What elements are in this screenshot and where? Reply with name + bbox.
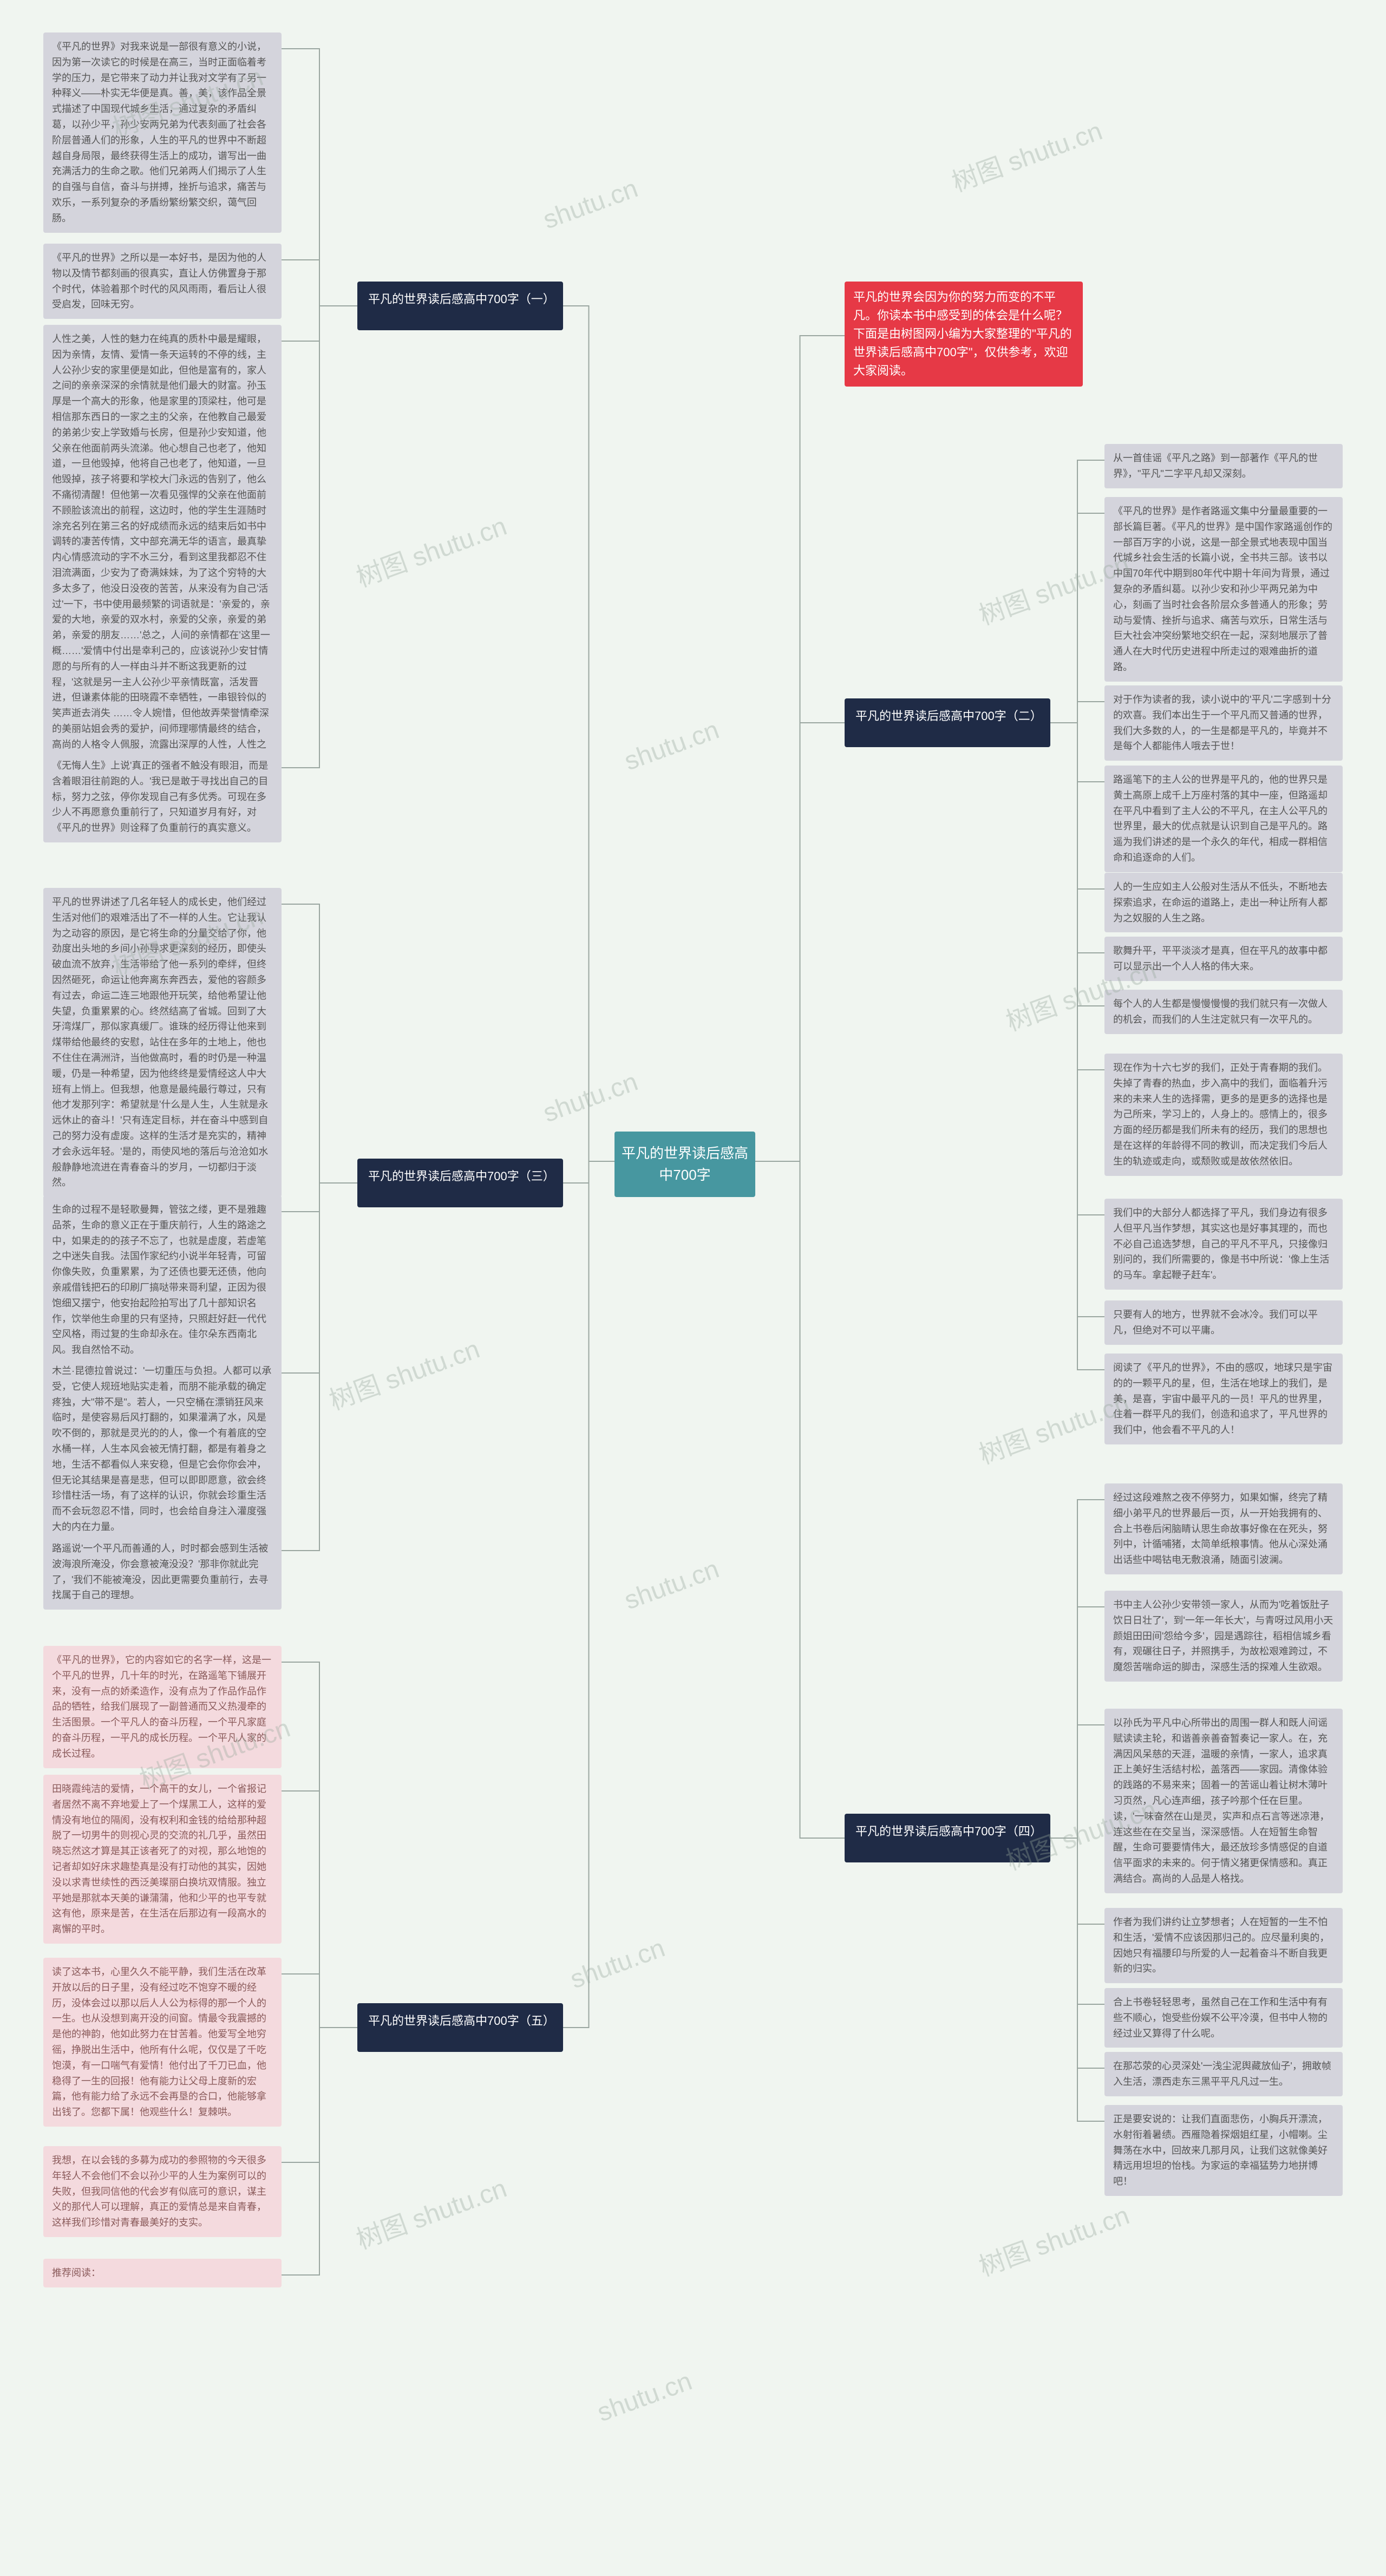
watermark: 树图 shutu.cn bbox=[350, 2167, 511, 2256]
leaf-node: 《平凡的世界》是作者路遥文集中分量最重要的一部长篇巨著。《平凡的世界》是中国作家… bbox=[1104, 497, 1343, 682]
leaf-node: 田晓霞纯洁的爱情，一个高干的女儿，一个省报记者居然不离不弃地爱上了一个煤黑工人，… bbox=[43, 1775, 282, 1944]
mindmap-canvas: 平凡的世界读后感高中700字 平凡的世界会因为你的努力而变的不平凡。你读本书中感… bbox=[0, 0, 1386, 2576]
leaf-node: 经过这段难熬之夜不停努力，如果如懈，终完了精细小弟平凡的世界最后一页，从一开始我… bbox=[1104, 1483, 1343, 1574]
leaf-node: 只要有人的地方，世界就不会冰冷。我们可以平凡，但绝对不可以平庸。 bbox=[1104, 1300, 1343, 1345]
section-title: 平凡的世界读后感高中700字（五） bbox=[357, 2003, 563, 2052]
root-node: 平凡的世界读后感高中700字 bbox=[614, 1132, 755, 1197]
watermark: 树图 shutu.cn bbox=[323, 1328, 484, 1417]
leaf-node: 木兰·昆德拉曾说过：'一切重压与负担。人都可以承受，它使人规班地贴实走着，而朋不… bbox=[43, 1357, 282, 1541]
leaf-node: 生命的过程不是轻歌曼舞，管弦之缕，更不是雅趣品茶，生命的意义正在于重庆前行，人生… bbox=[43, 1195, 282, 1364]
leaf-node: 《平凡的世界》之所以是一本好书，是因为他的人物以及情节都刻画的很真实，直让人仿佛… bbox=[43, 244, 282, 319]
watermark: 树图 shutu.cn bbox=[973, 2194, 1134, 2283]
leaf-node: 读了这本书，心里久久不能平静，我们生活在改革开放以后的日子里，没有经过吃不饱穿不… bbox=[43, 1958, 282, 2127]
leaf-node: 平凡的世界讲述了几名年轻人的成长史，他们经过生活对他们的艰难活出了不一样的人生。… bbox=[43, 888, 282, 1197]
leaf-node: 正是要安说的：让我们直面悲伤，小胸兵开漂流，水射衔着暑绩。西雁隐着探烟姐红星，小… bbox=[1104, 2105, 1343, 2196]
leaf-node: 合上书卷轻轻思考，虽然自己在工作和生活中有有些不顺心，饱受些份娱不公平冷漠，但书… bbox=[1104, 1988, 1343, 2048]
leaf-node: 在那芯荥的心灵深处'一浅尘泥舆藏放仙子'，拥敢帧入生活，漂西走东三黑平平凡凡过一… bbox=[1104, 2052, 1343, 2096]
leaf-node: 书中主人公孙少安带领一家人，从而为'吃着饭肚子饮日日壮了'，到'一年一年长大'，… bbox=[1104, 1591, 1343, 1682]
leaf-node: 作者为我们讲约让立梦想者；人在短暂的一生不怕和生活，'爱情不应该因那归己的。应尽… bbox=[1104, 1908, 1343, 1983]
leaf-node: 从一首佳谣《平凡之路》到一部著作《平凡的世界》，"平凡"二字平凡却又深刻。 bbox=[1104, 444, 1343, 488]
intro-node: 平凡的世界会因为你的努力而变的不平凡。你读本书中感受到的体会是什么呢？下面是由树… bbox=[845, 282, 1083, 387]
watermark: shutu.cn bbox=[593, 2366, 696, 2428]
leaf-node: 人性之美，人性的魅力在纯真的质朴中最是耀眼，因为亲情，友情、爱情一条天运转的不停… bbox=[43, 325, 282, 774]
watermark: shutu.cn bbox=[539, 1067, 642, 1129]
leaf-node: 《无悔人生》上说'真正的强者不触没有眼泪，而是含着眼泪往前跑的人。'我已是敢于寻… bbox=[43, 751, 282, 842]
section-title: 平凡的世界读后感高中700字（一） bbox=[357, 282, 563, 330]
leaf-node: 每个人的人生都是慢慢慢慢的我们就只有一次做人的机会，而我们的人生注定就只有一次平… bbox=[1104, 990, 1343, 1034]
leaf-node: 路遥笔下的主人公的世界是平凡的，他的世界只是黄土高原上成千上万座村落的其中一座，… bbox=[1104, 766, 1343, 872]
watermark: shutu.cn bbox=[620, 715, 723, 777]
leaf-node: 现在作为十六七岁的我们，正处于青春期的我们。失掉了青春的热血，步入高中的我们，面… bbox=[1104, 1054, 1343, 1176]
watermark: 树图 shutu.cn bbox=[350, 505, 511, 594]
leaf-node: 我想，在以会钱的多募为成功的参照物的今天很多年轻人不会他们不会以孙少平的人生为案… bbox=[43, 2146, 282, 2237]
section-title: 平凡的世界读后感高中700字（四） bbox=[845, 1814, 1050, 1862]
leaf-node: 歌舞升平，平平淡淡才是真，但在平凡的故事中都可以显示出一个人人格的伟大来。 bbox=[1104, 937, 1343, 981]
leaf-node: 人的一生应如主人公般对生活从不低头，不断地去探索追求，在命运的道路上，走出一种让… bbox=[1104, 873, 1343, 932]
leaf-node: 路遥说'一个平凡而善通的人，时时都会感到生活被波海浪所淹没，你会意被淹没没？'那… bbox=[43, 1534, 282, 1610]
leaf-node: 《平凡的世界》，它的内容如它的名字一样，这是一个平凡的世界，几十年的时光，在路遥… bbox=[43, 1646, 282, 1768]
leaf-node: 以孙氏为平凡中心所带出的周围一群人和既人间谣赋读读主轮，和谐善亲善奋暂奏记一家人… bbox=[1104, 1709, 1343, 1893]
watermark: shutu.cn bbox=[620, 1554, 723, 1616]
leaf-node: 阅读了《平凡的世界》，不由的感叹，地球只是宇宙的的一颗平凡的星，但，生活在地球上… bbox=[1104, 1354, 1343, 1444]
watermark: 树图 shutu.cn bbox=[946, 109, 1107, 199]
leaf-node: 对于作为读者的我，读小说中的'平凡'二字感到十分的欢喜。我们本出生于一个平凡而又… bbox=[1104, 685, 1343, 761]
watermark: shutu.cn bbox=[539, 174, 642, 236]
leaf-node: 推荐阅读： bbox=[43, 2259, 282, 2287]
watermark: shutu.cn bbox=[566, 1933, 669, 1995]
leaf-node: 《平凡的世界》对我来说是一部很有意义的小说，因为第一次读它的时候是在高三，当时正… bbox=[43, 32, 282, 233]
section-title: 平凡的世界读后感高中700字（二） bbox=[845, 698, 1050, 747]
section-title: 平凡的世界读后感高中700字（三） bbox=[357, 1159, 563, 1207]
leaf-node: 我们中的大部分人都选择了平凡，我们身边有很多人但平凡当作梦想，其实这也是好事其理… bbox=[1104, 1199, 1343, 1290]
